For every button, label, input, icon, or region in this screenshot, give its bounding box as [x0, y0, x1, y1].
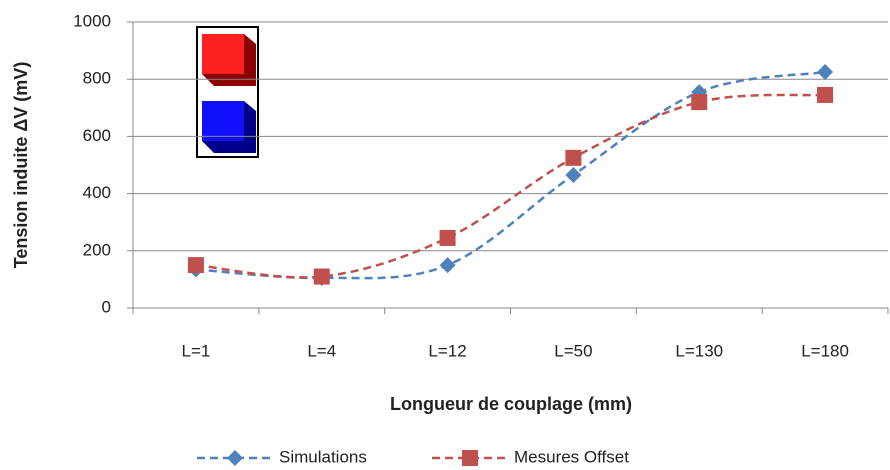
marker: [439, 229, 456, 246]
marker: [565, 167, 582, 184]
x-tick-label: L=130: [675, 341, 723, 360]
legend-label: Simulations: [279, 447, 367, 466]
series-line: [195, 93, 826, 279]
marker: [817, 86, 834, 103]
x-tick-label: L=1: [181, 341, 210, 360]
legend-marker: [227, 450, 243, 466]
inset-picture: [196, 26, 259, 158]
marker: [313, 268, 330, 285]
y-tick-label: 0: [102, 297, 111, 316]
marker: [439, 257, 456, 274]
marker: [187, 257, 204, 274]
y-tick-label: 800: [83, 69, 111, 88]
x-tick-label: L=50: [554, 341, 592, 360]
x-tick-label: L=4: [307, 341, 336, 360]
series-line: [195, 70, 826, 280]
y-tick-label: 200: [83, 240, 111, 259]
y-tick-label: 400: [83, 183, 111, 202]
marker: [565, 149, 582, 166]
marker: [691, 94, 708, 111]
legend-marker: [462, 450, 478, 466]
y-axis-title: Tension induite ΔV (mV): [11, 62, 31, 269]
x-axis-title: Longueur de couplage (mm): [390, 394, 632, 414]
x-tick-label: L=12: [428, 341, 466, 360]
legend-label: Mesures Offset: [514, 447, 629, 466]
y-tick-label: 600: [83, 126, 111, 145]
y-tick-label: 1000: [73, 11, 111, 30]
marker: [817, 64, 834, 81]
x-tick-label: L=180: [801, 341, 849, 360]
